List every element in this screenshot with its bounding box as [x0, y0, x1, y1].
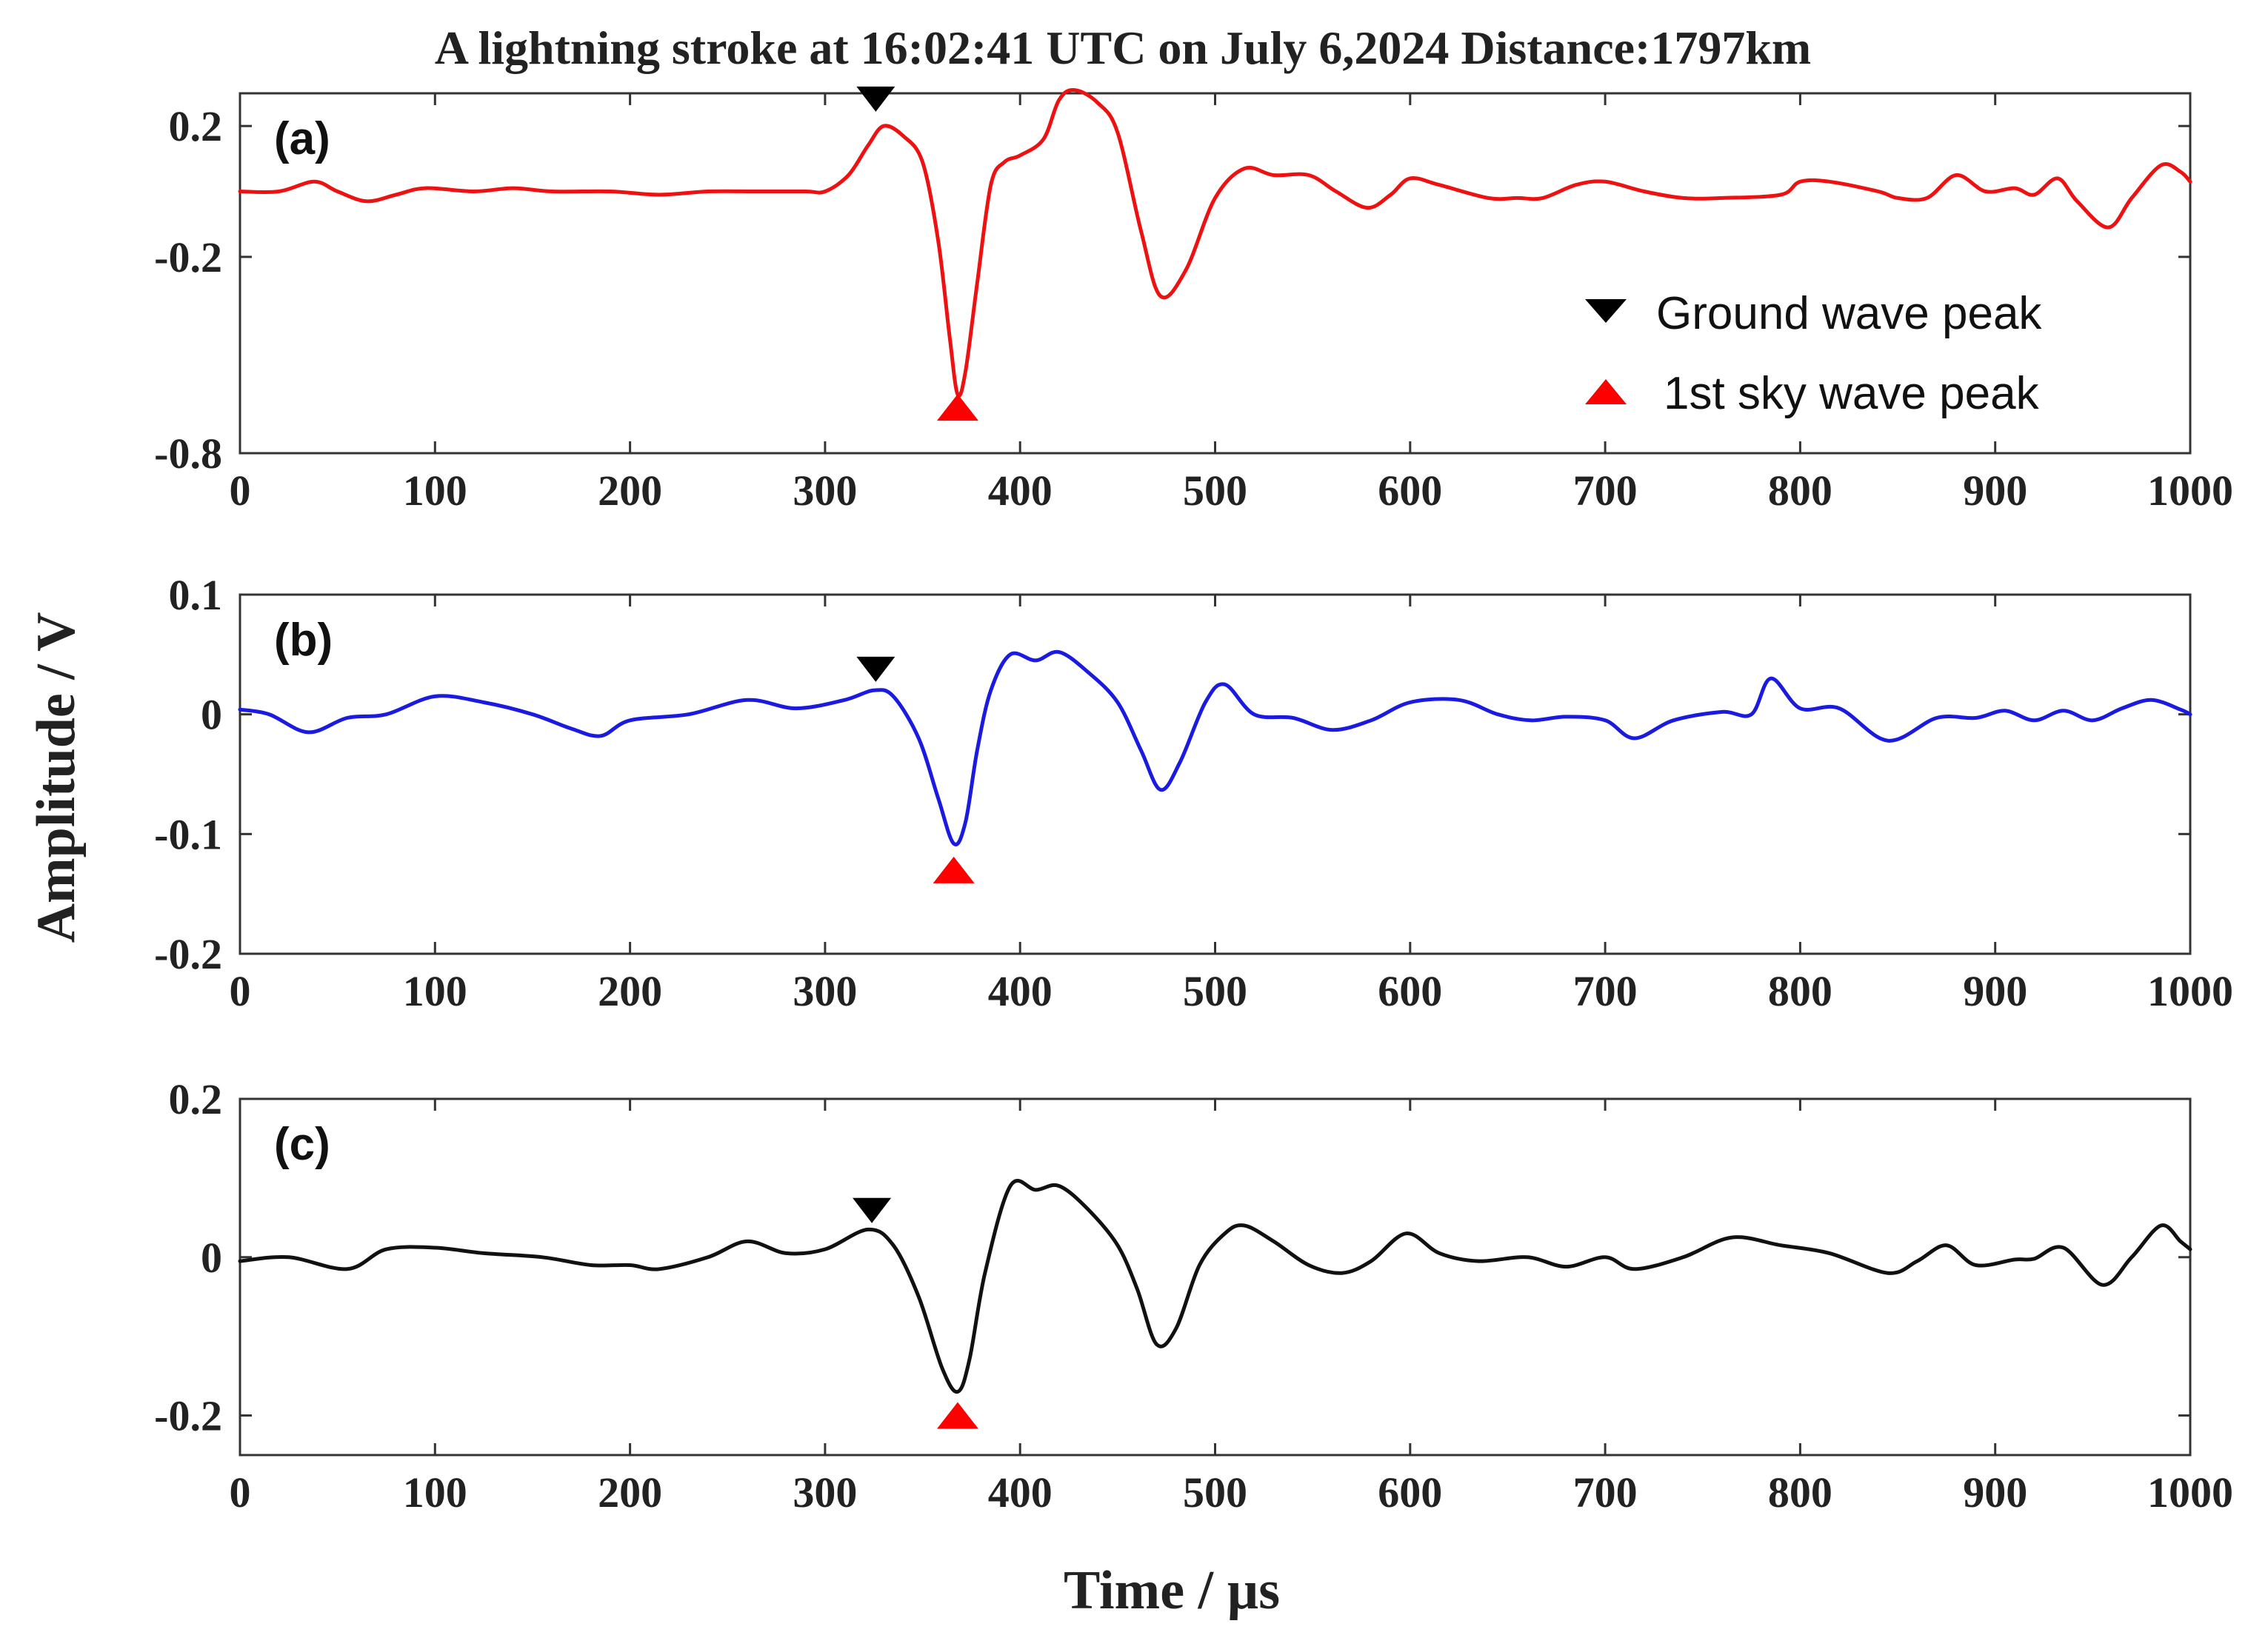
panel-1-y-tick-label: -0.8 [154, 429, 222, 478]
panel-3-y-tick-label: 0.2 [169, 1075, 223, 1123]
chart-title: A lightning stroke at 16:02:41 UTC on Ju… [435, 21, 1811, 74]
panel-2-y-tick-label: 0.1 [169, 571, 223, 619]
panel-1-x-tick-label: 500 [1183, 467, 1247, 515]
panel-1-y-tick-label: 0.2 [169, 102, 223, 150]
panel-1-x-tick-label: 0 [230, 467, 251, 515]
legend-sky-wave-marker [1585, 379, 1627, 404]
panel-3-x-tick-label: 0 [230, 1468, 251, 1517]
legend-ground-wave-marker [1585, 299, 1627, 323]
panel-2-y-tick-label: -0.1 [154, 810, 222, 858]
panel-2-x-tick-label: 100 [403, 967, 467, 1015]
x-axis-title: Time / µs [1064, 1560, 1280, 1621]
panel-1: 0 100 200 300 400 500 600 700 800 900 1000 0.2 -0.2 -… [154, 86, 2233, 515]
panel-1-x-tick-label: 200 [598, 467, 662, 515]
panel-3-y-tick-label: 0 [201, 1234, 222, 1282]
panel-1-x-tick-label: 100 [403, 467, 467, 515]
legend-ground-wave-label: Ground wave peak [1656, 288, 2042, 339]
panel-2-x-tick-label: 200 [598, 967, 662, 1015]
panel-3-x-tick-label: 1000 [2147, 1468, 2233, 1517]
panel-1-x-tick-label: 1000 [2147, 467, 2233, 515]
panel-3-label: (c) [274, 1119, 330, 1170]
panel-2-y-tick-label: -0.2 [154, 930, 222, 978]
panel-2-x-tick-label: 900 [1963, 967, 2027, 1015]
panel-3-y-tick-label: -0.2 [154, 1392, 222, 1440]
panel-1-waveform-line [238, 87, 2192, 398]
panels-group: 0 100 200 300 400 500 600 700 800 900 10000.2-0.2-… [154, 86, 2233, 1517]
legend: Ground wave peak 1st sky wave peak [1585, 288, 2042, 419]
panel-2-ground-wave-peak-marker [856, 656, 895, 682]
panel-1-x-tick-label: 300 [793, 467, 857, 515]
panel-1-x-tick-label: 400 [988, 467, 1053, 515]
panel-2: 0 100 200 300 400 500 600 700 800 900 1000 0.1 0 -0.1… [154, 571, 2233, 1015]
panel-1-x-tick-label: 900 [1963, 467, 2027, 515]
panel-2-x-tick-label: 1000 [2147, 967, 2233, 1015]
panel-3-x-tick-label: 300 [793, 1468, 857, 1517]
panel-3-x-tick-label: 600 [1378, 1468, 1442, 1517]
panel-2-sky-wave-peak-marker [933, 856, 975, 883]
panel-2-x-tick-label: 500 [1183, 967, 1247, 1015]
panel-3: 0 100 200 300 400 500 600 700 800 900 10000.20-0.2… [154, 1075, 2233, 1517]
panel-2-x-tick-label: 600 [1378, 967, 1442, 1015]
panel-1-x-tick-label: 700 [1573, 467, 1638, 515]
panel-3-x-tick-label: 700 [1573, 1468, 1638, 1517]
legend-sky-wave-label: 1st sky wave peak [1664, 368, 2040, 419]
panel-1-x-tick-label: 600 [1378, 467, 1442, 515]
panel-3-sky-wave-peak-marker [936, 1402, 978, 1429]
panel-2-x-tick-label: 300 [793, 967, 857, 1015]
panel-2-label: (b) [274, 615, 333, 666]
panel-2-x-tick-label: 700 [1573, 967, 1638, 1015]
panel-2-waveform-line [238, 649, 2192, 846]
panel-3-ground-wave-peak-marker [853, 1197, 892, 1223]
panel-1-x-tick-label: 800 [1768, 467, 1832, 515]
panel-3-x-tick-label: 900 [1963, 1468, 2027, 1517]
panel-2-x-tick-label: 0 [230, 967, 251, 1015]
panel-1-sky-wave-peak-marker [936, 394, 978, 421]
panel-1-ground-wave-peak-marker [856, 86, 895, 112]
panel-2-x-tick-label: 800 [1768, 967, 1832, 1015]
panel-1-label: (a) [274, 113, 330, 164]
panel-2-y-tick-label: 0 [201, 691, 222, 739]
panel-3-x-tick-label: 400 [988, 1468, 1053, 1517]
panel-3-x-tick-label: 500 [1183, 1468, 1247, 1517]
panel-3-x-tick-label: 800 [1768, 1468, 1832, 1517]
panel-3-x-tick-label: 100 [403, 1468, 467, 1517]
panel-3-x-tick-label: 200 [598, 1468, 662, 1517]
panel-2-x-tick-label: 400 [988, 967, 1053, 1015]
panel-3-waveform-line [238, 1179, 2192, 1394]
panel-1-y-tick-label: -0.2 [154, 233, 222, 281]
y-axis-title: Amplitude / V [26, 612, 87, 943]
